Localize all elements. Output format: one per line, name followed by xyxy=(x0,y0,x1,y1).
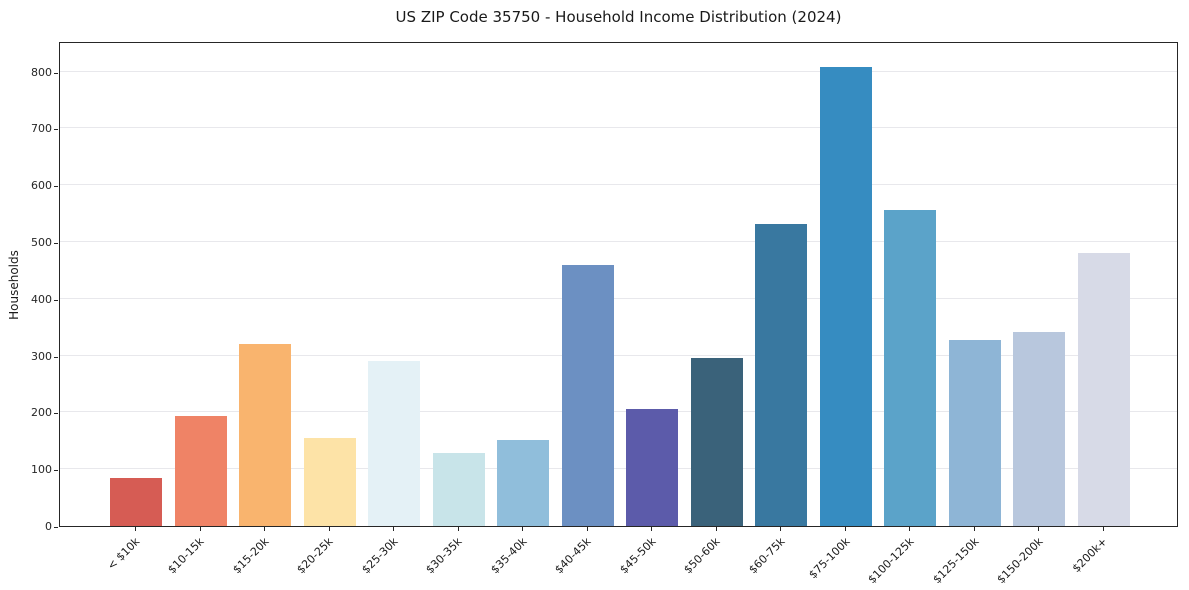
y-tick-label: 800 xyxy=(31,65,52,79)
y-tick-mark xyxy=(54,186,58,188)
y-tick-mark xyxy=(54,527,58,528)
x-tick-label: $45-50k xyxy=(617,535,659,577)
x-tick-label: $10-15k xyxy=(165,535,207,577)
x-tick-label: < $10k xyxy=(104,535,143,573)
gridline xyxy=(60,468,1177,470)
x-tick-mark xyxy=(328,527,330,531)
gridline xyxy=(60,354,1177,356)
bar-$30-35k xyxy=(432,452,485,526)
bar-$45-50k xyxy=(626,409,679,526)
y-tick-label: 200 xyxy=(31,406,52,420)
bar-$10-15k xyxy=(174,415,227,526)
bar-$125-150k xyxy=(948,339,1001,526)
x-tick-mark xyxy=(909,527,911,531)
bar-$15-20k xyxy=(239,344,292,526)
y-tick-label: 300 xyxy=(31,349,52,363)
y-tick-label: 500 xyxy=(31,236,52,250)
x-tick-mark xyxy=(199,527,201,531)
bar-$100-125k xyxy=(884,209,937,526)
bar-$150-200k xyxy=(1013,332,1066,526)
x-tick-label: $25-30k xyxy=(359,535,401,577)
x-tick-label: $200k+ xyxy=(1070,535,1111,576)
bar-$60-75k xyxy=(755,223,808,526)
x-tick-mark xyxy=(522,527,524,531)
y-tick-mark xyxy=(54,129,58,131)
y-tick-label: 600 xyxy=(31,179,52,193)
y-tick-mark xyxy=(54,470,58,472)
gridline xyxy=(60,241,1177,243)
bar-$75-100k xyxy=(819,67,872,526)
x-tick-label: $60-75k xyxy=(746,535,788,577)
y-tick-label: 400 xyxy=(31,292,52,306)
y-axis-tick-marks xyxy=(54,42,59,528)
x-tick-mark xyxy=(780,527,782,531)
gridline xyxy=(60,127,1177,129)
y-axis-tick-labels: 0 100 200 300 400 500 600 700 800 xyxy=(0,42,52,533)
gridline xyxy=(60,184,1177,186)
x-tick-label: $30-35k xyxy=(423,535,465,577)
y-tick-mark xyxy=(54,299,58,301)
y-tick-label: 0 xyxy=(45,520,52,533)
x-axis: < $10k $10-15k $15-20k $20-25k $25-30k $30-35… xyxy=(59,527,1178,590)
x-tick-label: $20-25k xyxy=(294,535,336,577)
y-tick-label: 100 xyxy=(31,463,52,477)
x-tick-label: $75-100k xyxy=(805,535,853,582)
y-tick-mark xyxy=(54,356,58,358)
y-tick-mark xyxy=(54,243,58,245)
x-tick-mark xyxy=(1038,527,1040,531)
x-tick-label: $35-40k xyxy=(488,535,530,577)
x-tick-mark xyxy=(586,527,588,531)
x-tick-mark xyxy=(135,527,136,531)
bar-$50-60k xyxy=(690,357,743,526)
x-tick-mark xyxy=(393,527,395,531)
chart-title: US ZIP Code 35750 - Household Income Dis… xyxy=(395,8,842,26)
x-tick-mark xyxy=(651,527,653,531)
x-tick-mark xyxy=(844,527,846,531)
y-tick-label: 700 xyxy=(31,122,52,136)
x-tick-label: $15-20k xyxy=(229,535,272,577)
bar-$35-40k xyxy=(497,439,550,526)
bar-$25-30k xyxy=(368,361,421,526)
bar-$20-25k xyxy=(303,437,356,526)
x-tick-label: $100-125k xyxy=(865,535,917,587)
x-tick-label: $150-200k xyxy=(994,535,1046,587)
x-tick-mark xyxy=(264,527,266,531)
x-tick-label: $125-150k xyxy=(929,535,982,587)
gridline xyxy=(60,70,1177,72)
x-tick-mark xyxy=(973,527,975,531)
x-tick-mark xyxy=(715,527,717,531)
y-tick-mark xyxy=(54,413,58,415)
bar-$200k+ xyxy=(1077,253,1130,526)
x-tick-label: $40-45k xyxy=(552,535,594,577)
x-tick-label: $50-60k xyxy=(681,535,723,577)
bar-$40-45k xyxy=(561,264,614,526)
y-tick-mark xyxy=(54,72,58,74)
gridline xyxy=(60,411,1177,413)
x-tick-mark xyxy=(457,527,459,531)
x-tick-mark xyxy=(1102,527,1104,531)
bar-< $10k xyxy=(110,477,162,526)
plot-area xyxy=(59,42,1178,527)
gridline xyxy=(60,297,1177,299)
